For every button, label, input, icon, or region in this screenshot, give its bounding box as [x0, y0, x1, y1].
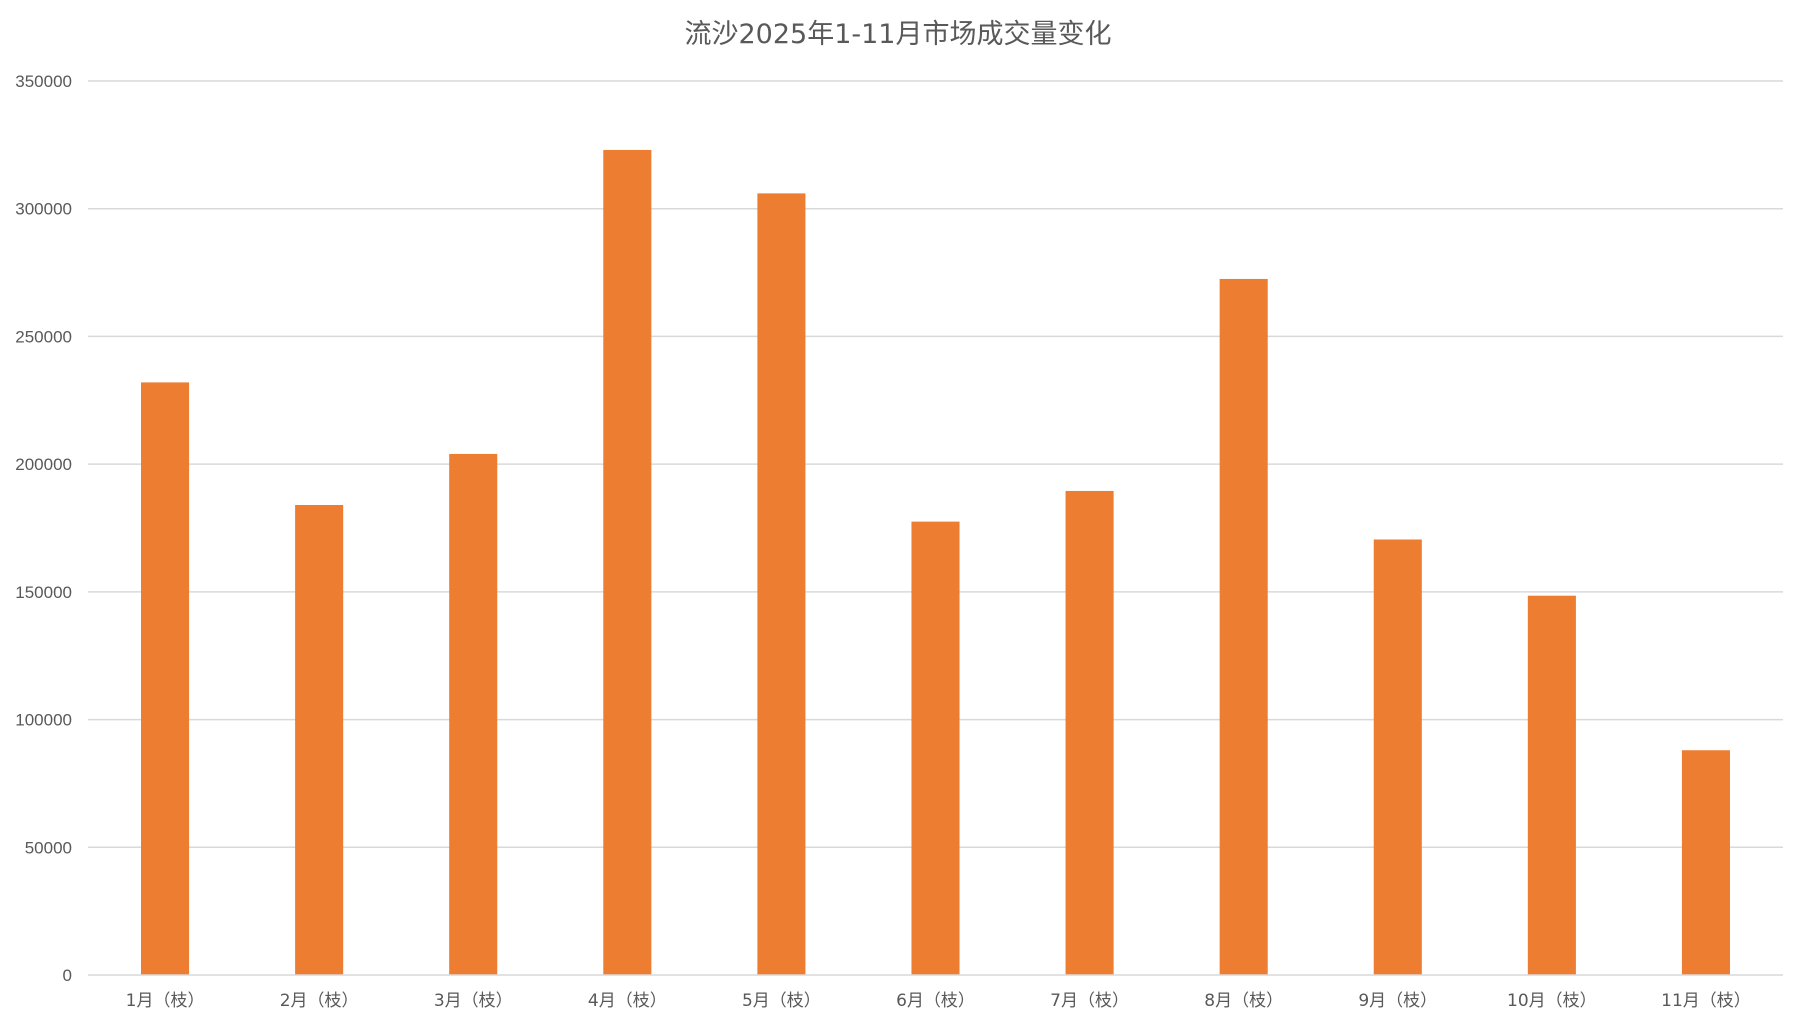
x-tick-label: 8月（枝）	[1204, 991, 1283, 1011]
x-tick-label: 6月（枝）	[896, 991, 975, 1011]
bar	[1681, 750, 1730, 975]
y-axis-tick-labels: 0 50000 100000 150000 200000 250000 300000 3500…	[15, 72, 72, 985]
bar	[1373, 539, 1422, 975]
y-tick-label: 150000	[15, 583, 72, 602]
bar	[295, 505, 344, 975]
chart-title: 流沙2025年1-11月市场成交量变化	[685, 19, 1112, 50]
x-tick-label: 1月（枝）	[126, 991, 205, 1011]
bar	[1065, 490, 1114, 975]
y-tick-label: 200000	[15, 455, 72, 474]
y-tick-label: 50000	[25, 838, 72, 857]
y-tick-label: 350000	[15, 72, 72, 91]
bar	[1219, 278, 1268, 975]
bars	[141, 149, 1730, 976]
x-tick-label: 5月（枝）	[742, 991, 821, 1011]
x-axis-tick-labels: 1月（枝） 2月（枝） 3月（枝） 4月（枝） 5月（枝） 6月（枝） 7月（枝） 8月（枝）…	[126, 991, 1751, 1011]
bar	[911, 521, 960, 975]
bar	[449, 453, 498, 975]
x-tick-label: 9月（枝）	[1358, 991, 1437, 1011]
x-tick-label: 4月（枝）	[588, 991, 667, 1011]
y-tick-label: 250000	[15, 327, 72, 346]
x-tick-label: 7月（枝）	[1050, 991, 1129, 1011]
x-tick-label: 10月（枝）	[1507, 991, 1597, 1011]
bar	[1527, 595, 1576, 975]
x-tick-label: 2月（枝）	[280, 991, 359, 1011]
bar	[141, 382, 190, 975]
x-tick-label: 3月（枝）	[434, 991, 513, 1011]
x-tick-label: 11月（枝）	[1661, 991, 1751, 1011]
bar	[603, 149, 652, 976]
bar	[757, 193, 806, 976]
y-tick-label: 300000	[15, 200, 72, 219]
y-tick-label: 100000	[15, 711, 72, 730]
y-tick-label: 0	[63, 966, 72, 985]
